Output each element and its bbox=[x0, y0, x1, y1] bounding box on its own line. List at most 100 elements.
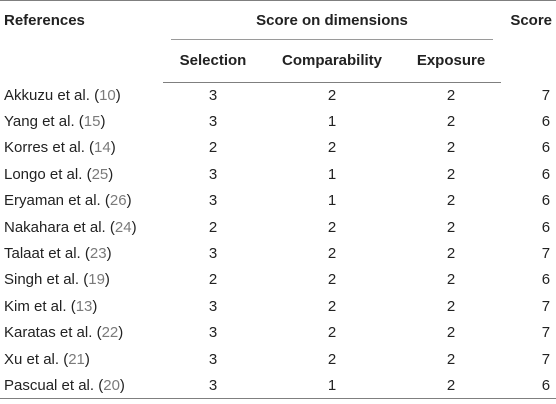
table-row: Singh et al. (19) 2 2 2 6 bbox=[0, 267, 556, 293]
selection-cell: 3 bbox=[208, 86, 218, 104]
citation-open-paren: ( bbox=[98, 376, 104, 394]
citation-open-paren: ( bbox=[83, 271, 89, 289]
citation-open-paren: ( bbox=[109, 218, 115, 236]
header-exposure: Exposure bbox=[401, 40, 502, 83]
reference-cell: Nakahara et al. (24) bbox=[0, 214, 163, 240]
exposure-cell: 2 bbox=[446, 271, 456, 289]
selection-cell: 3 bbox=[208, 165, 218, 183]
reference-name: Longo et al. bbox=[4, 165, 83, 183]
header-score: Score bbox=[501, 0, 556, 82]
citation-close-paren: ) bbox=[92, 297, 98, 315]
comparability-cell: 2 bbox=[327, 350, 337, 368]
citation-close-paren: ) bbox=[115, 86, 121, 104]
exposure-cell: 2 bbox=[446, 324, 456, 342]
score-cell: 7 bbox=[541, 245, 551, 263]
score-cell: 6 bbox=[501, 372, 556, 400]
citation-close-paren: ) bbox=[131, 218, 137, 236]
header-references: References bbox=[0, 0, 163, 82]
table-row: Kim et al. (13) 3 2 2 7 bbox=[0, 293, 556, 319]
exposure-cell: 2 bbox=[446, 139, 456, 157]
reference-cell: Longo et al. (25) bbox=[0, 161, 163, 187]
score-cell: 6 bbox=[541, 271, 551, 289]
header-score-on-dimensions: Score on dimensions bbox=[163, 0, 502, 40]
citation-close-paren: ) bbox=[104, 271, 110, 289]
comparability-cell: 2 bbox=[327, 324, 337, 342]
citation-number[interactable]: 22 bbox=[101, 324, 119, 342]
comparability-cell: 2 bbox=[327, 218, 337, 236]
reference-cell: Xu et al. (21) bbox=[0, 346, 163, 372]
citation-number[interactable]: 20 bbox=[103, 376, 120, 394]
comparability-cell: 1 bbox=[327, 192, 337, 210]
reference-name: Eryaman et al. bbox=[4, 192, 101, 210]
citation-number[interactable]: 15 bbox=[83, 113, 101, 131]
reference-name: Korres et al. bbox=[4, 139, 85, 157]
citation-number[interactable]: 10 bbox=[99, 86, 116, 104]
table-row: Akkuzu et al. (10) 3 2 2 7 bbox=[0, 82, 556, 108]
citation-number[interactable]: 21 bbox=[68, 350, 85, 368]
score-cell: 7 bbox=[541, 297, 551, 315]
table-row: Korres et al. (14) 2 2 2 6 bbox=[0, 135, 556, 161]
score-cell: 6 bbox=[541, 192, 551, 210]
citation-open-paren: ( bbox=[89, 139, 95, 157]
citation-number[interactable]: 23 bbox=[89, 245, 107, 263]
citation-number[interactable]: 19 bbox=[88, 271, 105, 289]
exposure-cell: 2 bbox=[446, 350, 456, 368]
reference-name: Akkuzu et al. bbox=[4, 86, 90, 104]
citation-number[interactable]: 24 bbox=[114, 218, 132, 236]
score-cell: 7 bbox=[541, 324, 551, 342]
citation-open-paren: ( bbox=[63, 350, 69, 368]
exposure-cell: 2 bbox=[446, 165, 456, 183]
header-score-on-dimensions-label: Score on dimensions bbox=[171, 1, 494, 40]
reference-name: Kim et al. bbox=[4, 297, 67, 315]
citation-number[interactable]: 25 bbox=[91, 165, 109, 183]
citation-open-paren: ( bbox=[84, 245, 90, 263]
citation-number[interactable]: 14 bbox=[94, 139, 111, 157]
selection-cell: 3 bbox=[208, 245, 218, 263]
citation-close-paren: ) bbox=[110, 139, 116, 157]
selection-cell: 2 bbox=[208, 218, 218, 236]
table-row: Nakahara et al. (24) 2 2 2 6 bbox=[0, 214, 556, 240]
table-row: Pascual et al. (20) 3 1 2 6 bbox=[0, 372, 556, 400]
header-row-sub: Selection Comparability Exposure bbox=[0, 40, 556, 83]
reference-cell: Talaat et al. (23) bbox=[0, 240, 163, 266]
table-row: Talaat et al. (23) 3 2 2 7 bbox=[0, 240, 556, 266]
citation-open-paren: ( bbox=[104, 192, 110, 210]
exposure-cell: 2 bbox=[446, 113, 456, 131]
citation-open-paren: ( bbox=[70, 297, 76, 315]
table-body: Akkuzu et al. (10) 3 2 2 7 Yang et al. (… bbox=[0, 82, 556, 400]
reference-cell: Eryaman et al. (26) bbox=[0, 188, 163, 214]
reference-name: Karatas et al. bbox=[4, 324, 93, 342]
comparability-cell: 1 bbox=[263, 372, 401, 400]
header-comparability: Comparability bbox=[263, 40, 401, 83]
score-cell: 6 bbox=[541, 113, 551, 131]
comparability-cell: 2 bbox=[327, 271, 337, 289]
citation-number[interactable]: 13 bbox=[75, 297, 93, 315]
reference-cell: Karatas et al. (22) bbox=[0, 320, 163, 346]
reference-name: Singh et al. bbox=[4, 271, 80, 289]
score-cell: 6 bbox=[541, 139, 551, 157]
citation-open-paren: ( bbox=[94, 86, 100, 104]
score-cell: 6 bbox=[541, 165, 551, 183]
selection-cell: 3 bbox=[208, 297, 218, 315]
table-row: Longo et al. (25) 3 1 2 6 bbox=[0, 161, 556, 187]
citation-open-paren: ( bbox=[86, 165, 92, 183]
table-row: Xu et al. (21) 3 2 2 7 bbox=[0, 346, 556, 372]
selection-cell: 3 bbox=[208, 324, 218, 342]
citation-close-paren: ) bbox=[126, 192, 132, 210]
comparability-cell: 2 bbox=[327, 297, 337, 315]
exposure-cell: 2 bbox=[446, 218, 456, 236]
table-row: Eryaman et al. (26) 3 1 2 6 bbox=[0, 188, 556, 214]
comparability-cell: 1 bbox=[327, 165, 337, 183]
reference-name: Pascual et al. bbox=[4, 376, 95, 394]
citation-open-paren: ( bbox=[78, 113, 84, 131]
reference-name: Yang et al. bbox=[4, 113, 75, 131]
score-cell: 7 bbox=[541, 350, 551, 368]
citation-close-paren: ) bbox=[100, 113, 106, 131]
reference-cell: Yang et al. (15) bbox=[0, 108, 163, 134]
reference-name: Xu et al. bbox=[4, 350, 60, 368]
citation-close-paren: ) bbox=[108, 165, 114, 183]
citation-number[interactable]: 26 bbox=[109, 192, 127, 210]
citation-close-paren: ) bbox=[84, 350, 90, 368]
header-selection: Selection bbox=[163, 40, 263, 83]
